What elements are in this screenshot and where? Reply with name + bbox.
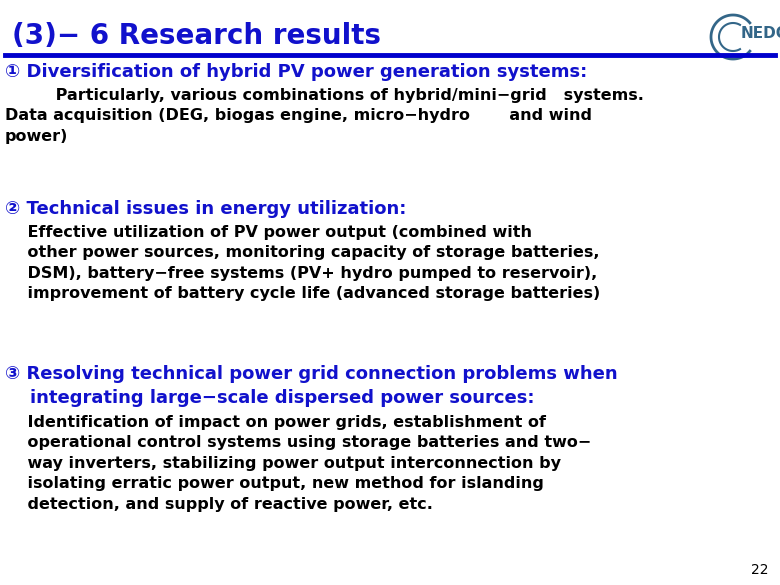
Text: Effective utilization of PV power output (combined with
    other power sources,: Effective utilization of PV power output… — [5, 225, 601, 301]
Text: (3)− 6 Research results: (3)− 6 Research results — [12, 22, 381, 50]
Text: ① Diversification of hybrid PV power generation systems:: ① Diversification of hybrid PV power gen… — [5, 63, 587, 81]
Text: Identification of impact on power grids, establishment of
    operational contro: Identification of impact on power grids,… — [5, 415, 591, 512]
Text: ② Technical issues in energy utilization:: ② Technical issues in energy utilization… — [5, 200, 406, 218]
Text: Particularly, various combinations of hybrid/mini−grid   systems.
Data acquisiti: Particularly, various combinations of hy… — [5, 88, 643, 144]
Text: 22: 22 — [750, 563, 768, 577]
Text: ③ Resolving technical power grid connection problems when
    integrating large−: ③ Resolving technical power grid connect… — [5, 365, 618, 407]
Text: NEDO: NEDO — [741, 26, 780, 40]
